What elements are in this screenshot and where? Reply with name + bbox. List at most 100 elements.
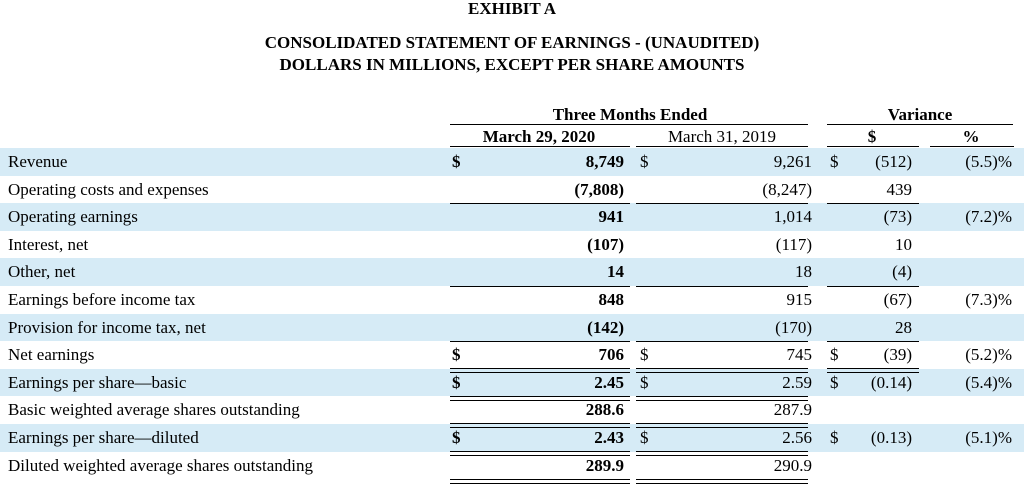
variance-dollar-value: 10 bbox=[895, 234, 912, 254]
variance-currency-symbol: $ bbox=[830, 372, 839, 392]
table-row: Interest, net (107) (117) 10 bbox=[0, 231, 1024, 259]
variance-dollar-header: $ bbox=[867, 127, 877, 146]
row-label: Earnings per share—diluted bbox=[8, 428, 199, 447]
current-currency-symbol: $ bbox=[452, 428, 461, 447]
current-value: 8,749 bbox=[585, 152, 624, 171]
table-row: Basic weighted average shares outstandin… bbox=[0, 396, 1024, 424]
prior-currency-symbol: $ bbox=[640, 152, 649, 171]
variance-dollar-value: (4) bbox=[892, 262, 912, 282]
row-label: Operating costs and expenses bbox=[8, 179, 209, 199]
prior-value: 290.9 bbox=[773, 455, 812, 475]
subtotal-rule-prior-1 bbox=[636, 203, 808, 204]
double-rule-basic-shares-prior bbox=[636, 423, 808, 428]
variance-percent-header: % bbox=[962, 127, 980, 146]
variance-currency-symbol: $ bbox=[830, 152, 839, 171]
current-period-header: March 29, 2020 bbox=[482, 127, 596, 146]
double-rule-net-earnings-var bbox=[827, 368, 919, 373]
table-row: Earnings per share—basic $2.45 $2.59 $ (0.14… bbox=[0, 368, 1024, 397]
row-label: Revenue bbox=[8, 152, 68, 171]
double-rule-diluted-shares-prior bbox=[636, 479, 808, 484]
row-label: Interest, net bbox=[8, 234, 89, 254]
table-row: Operating costs and expenses (7,808) (8,24… bbox=[0, 176, 1024, 204]
current-value: 288.6 bbox=[585, 400, 624, 420]
variance-dollar-value: (0.14) bbox=[870, 372, 912, 392]
current-value: 14 bbox=[607, 262, 624, 282]
prior-value: 915 bbox=[786, 290, 813, 309]
three-months-header: Three Months Ended bbox=[552, 105, 708, 124]
statement-title: CONSOLIDATED STATEMENT OF EARNINGS - (UN… bbox=[264, 33, 760, 52]
header-underline-var-dollar bbox=[827, 146, 919, 147]
variance-percent-value: (5.4)% bbox=[965, 372, 1012, 392]
row-label: Basic weighted average shares outstandin… bbox=[8, 400, 300, 420]
header-underline-three-months bbox=[450, 124, 808, 125]
header-underline-prior bbox=[636, 146, 808, 147]
current-value: (7,808) bbox=[574, 179, 624, 199]
table-row: Other, net 14 18 (4) bbox=[0, 258, 1024, 286]
prior-currency-symbol: $ bbox=[640, 345, 649, 365]
header-underline-current bbox=[450, 146, 630, 147]
variance-dollar-value: (0.13) bbox=[870, 428, 912, 447]
prior-currency-symbol: $ bbox=[640, 428, 649, 447]
double-rule-eps-basic-current bbox=[450, 396, 630, 401]
subtotal-rule-current-1 bbox=[450, 203, 630, 204]
current-currency-symbol: $ bbox=[452, 372, 461, 392]
double-rule-net-earnings-current bbox=[450, 368, 630, 373]
variance-percent-value: (5.2)% bbox=[965, 345, 1012, 365]
table-row: Earnings per share—diluted $2.43 $2.56 $ (0.… bbox=[0, 424, 1024, 452]
subtotal-rule-var-3 bbox=[827, 341, 919, 342]
subtotal-rule-current-2 bbox=[450, 286, 630, 287]
current-currency-symbol: $ bbox=[452, 152, 461, 171]
current-currency-symbol: $ bbox=[452, 345, 461, 365]
subtotal-rule-var-1 bbox=[827, 203, 919, 204]
double-rule-diluted-shares-current bbox=[450, 479, 630, 484]
prior-value: 18 bbox=[795, 262, 812, 282]
prior-value: 2.56 bbox=[782, 428, 812, 447]
current-value: (142) bbox=[587, 317, 624, 337]
variance-percent-value: (5.5)% bbox=[965, 152, 1012, 171]
header-underline-variance bbox=[827, 124, 1013, 125]
variance-percent-value: (7.3)% bbox=[965, 290, 1012, 309]
current-value: 941 bbox=[598, 207, 625, 227]
row-label: Net earnings bbox=[8, 345, 95, 365]
exhibit-label: EXHIBIT A bbox=[467, 0, 557, 18]
prior-value: 9,261 bbox=[773, 152, 812, 171]
double-rule-basic-shares-current bbox=[450, 423, 630, 428]
table-row: Revenue $8,749 $9,261 $ (512) (5.5)% bbox=[0, 148, 1024, 176]
table-row: Operating earnings 941 1,014 (73) (7.2)% bbox=[0, 203, 1024, 231]
table-row: Provision for income tax, net (142) (170) 2… bbox=[0, 313, 1024, 342]
current-value: (107) bbox=[587, 234, 624, 254]
double-rule-eps-diluted-current bbox=[450, 451, 630, 456]
row-label: Earnings before income tax bbox=[8, 290, 196, 309]
prior-value: (170) bbox=[775, 317, 812, 337]
variance-currency-symbol: $ bbox=[830, 345, 839, 365]
units-note: DOLLARS IN MILLIONS, EXCEPT PER SHARE AM… bbox=[279, 55, 745, 74]
row-label: Diluted weighted average shares outstand… bbox=[8, 455, 313, 475]
prior-period-header: March 31, 2019 bbox=[667, 127, 777, 146]
prior-value: 287.9 bbox=[773, 400, 812, 420]
current-value: 706 bbox=[598, 345, 625, 365]
current-value: 848 bbox=[598, 290, 625, 309]
double-rule-eps-diluted-prior bbox=[636, 451, 808, 456]
subtotal-rule-prior-2 bbox=[636, 286, 808, 287]
variance-percent-value: (7.2)% bbox=[965, 207, 1012, 227]
variance-dollar-value: 439 bbox=[886, 179, 913, 199]
prior-value: 745 bbox=[786, 345, 813, 365]
prior-value: 2.59 bbox=[782, 372, 812, 392]
row-label: Earnings per share—basic bbox=[8, 372, 187, 392]
variance-currency-symbol: $ bbox=[830, 428, 839, 447]
current-value: 2.43 bbox=[594, 428, 624, 447]
variance-dollar-value: (73) bbox=[883, 207, 912, 227]
current-value: 2.45 bbox=[594, 372, 624, 392]
table-row: Net earnings $706 $745 $ (39) (5.2)% bbox=[0, 341, 1024, 369]
row-label: Operating earnings bbox=[8, 207, 138, 227]
prior-currency-symbol: $ bbox=[640, 372, 649, 392]
subtotal-rule-var-2 bbox=[827, 286, 919, 287]
header-underline-var-percent bbox=[930, 146, 1014, 147]
subtotal-rule-current-3 bbox=[450, 341, 630, 342]
table-row: Earnings before income tax 848 915 (67) (7.3… bbox=[0, 286, 1024, 314]
prior-value: (8,247) bbox=[762, 179, 812, 199]
row-label: Provision for income tax, net bbox=[8, 317, 206, 337]
variance-percent-value: (5.1)% bbox=[965, 428, 1012, 447]
current-value: 289.9 bbox=[585, 455, 624, 475]
variance-header: Variance bbox=[887, 105, 953, 124]
